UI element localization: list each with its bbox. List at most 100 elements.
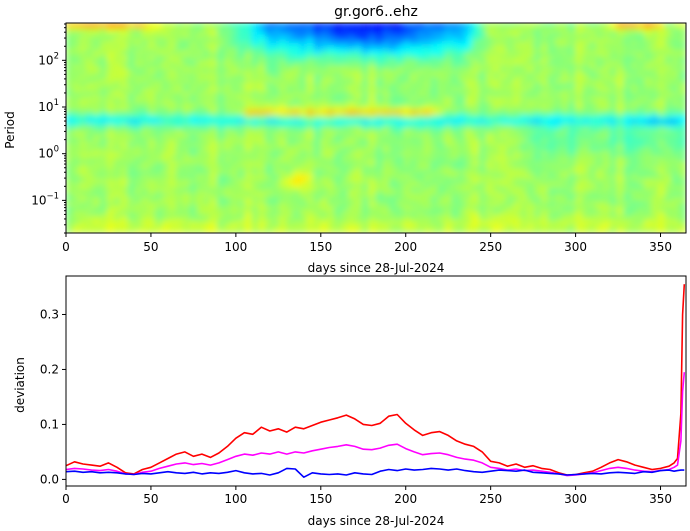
heatmap-cell (79, 200, 88, 207)
heatmap-cell (127, 113, 136, 120)
heatmap-cell (547, 68, 556, 74)
heatmap-cell (313, 218, 322, 225)
heatmap-cell (471, 36, 480, 42)
heatmap-cell (196, 90, 205, 97)
heatmap-cell (478, 59, 487, 65)
heatmap-cell (175, 95, 184, 102)
heatmap-cell (86, 159, 95, 166)
heatmap-cell (230, 195, 239, 202)
heatmap-cell (589, 177, 597, 184)
heatmap-cell (258, 81, 267, 88)
heatmap-cell (279, 141, 287, 147)
heatmap-cell (168, 214, 177, 220)
heatmap-cell (602, 59, 611, 65)
heatmap-cell (93, 54, 101, 61)
heatmap-cell (609, 104, 618, 111)
heatmap-cell (189, 63, 198, 70)
heatmap-cell (217, 186, 225, 193)
heatmap-cell (616, 164, 625, 170)
heatmap-cell (602, 214, 611, 220)
heatmap-cell (444, 136, 453, 143)
heatmap-cell (175, 109, 184, 115)
heatmap-cell (306, 145, 315, 152)
heatmap-cell (527, 40, 535, 47)
heatmap-cell (320, 31, 329, 38)
heatmap-cell (471, 77, 480, 83)
heatmap-cell (396, 118, 405, 124)
heatmap-cell (382, 63, 391, 70)
heatmap-cell (320, 177, 329, 184)
heatmap-cell (623, 54, 632, 61)
heatmap-cell (678, 168, 686, 175)
heatmap-cell (513, 223, 522, 229)
heatmap-cell (341, 109, 349, 115)
heatmap-cell (396, 150, 405, 156)
heatmap-cell (148, 118, 157, 124)
heatmap-cell (182, 218, 191, 225)
heatmap-cell (471, 154, 480, 161)
heatmap-cell (299, 145, 308, 152)
heatmap-cell (368, 109, 377, 115)
heatmap-cell (334, 49, 343, 56)
heatmap-cell (292, 27, 301, 33)
heatmap-cell (251, 54, 260, 61)
heatmap-cell (465, 173, 473, 179)
heatmap-cell (451, 104, 460, 111)
heatmap-cell (609, 227, 618, 233)
heatmap-cell (561, 177, 570, 184)
heatmap-cell (492, 40, 501, 47)
heatmap-cell (382, 86, 391, 92)
heatmap-cell (196, 36, 205, 42)
heatmap-cell (492, 77, 501, 83)
heatmap-cell (313, 54, 322, 61)
heatmap-cell (230, 159, 239, 166)
heatmap-cell (409, 72, 418, 79)
heatmap-cell (582, 182, 591, 188)
heatmap-cell (492, 150, 501, 156)
heatmap-cell (93, 86, 101, 92)
heatmap-cell (203, 227, 212, 233)
heatmap-cell (244, 218, 253, 225)
heatmap-cell (341, 95, 349, 102)
heatmap-cell (258, 122, 267, 129)
heatmap-cell (258, 168, 267, 175)
heatmap-cell (244, 31, 253, 38)
heatmap-cell (72, 63, 81, 70)
heatmap-cell (251, 154, 260, 161)
heatmap-cell (540, 40, 549, 47)
heatmap-cell (568, 72, 577, 79)
heatmap-cell (237, 90, 246, 97)
heatmap-cell (451, 136, 460, 143)
heatmap-cell (134, 122, 143, 129)
heatmap-cell (361, 104, 370, 111)
heatmap-cell (423, 182, 432, 188)
heatmap-cell (520, 214, 529, 220)
heatmap-cell (651, 205, 659, 211)
heatmap-cell (382, 214, 391, 220)
heatmap-cell (533, 113, 542, 120)
heatmap-cell (499, 77, 508, 83)
heatmap-cell (120, 90, 129, 97)
heatmap-cell (251, 86, 260, 92)
heatmap-cell (623, 154, 632, 161)
heatmap-cell (299, 86, 308, 92)
heatmap-cell (320, 23, 329, 29)
heatmap-cell (478, 227, 487, 233)
heatmap-cell (389, 45, 398, 51)
heatmap-cell (533, 36, 542, 42)
heatmap-cell (465, 136, 473, 143)
heatmap-cell (99, 200, 108, 207)
heatmap-cell (113, 218, 122, 225)
heatmap-cell (465, 182, 473, 188)
heatmap-cell (547, 191, 556, 197)
heatmap-cell (616, 154, 625, 161)
heatmap-cell (113, 195, 122, 202)
heatmap-cell (292, 90, 301, 97)
heatmap-cell (568, 36, 577, 42)
heatmap-cell (120, 214, 129, 220)
heatmap-cell (313, 104, 322, 111)
heatmap-cell (499, 109, 508, 115)
heatmap-cell (285, 81, 294, 88)
heatmap-cell (644, 145, 653, 152)
heatmap-cell (272, 214, 281, 220)
